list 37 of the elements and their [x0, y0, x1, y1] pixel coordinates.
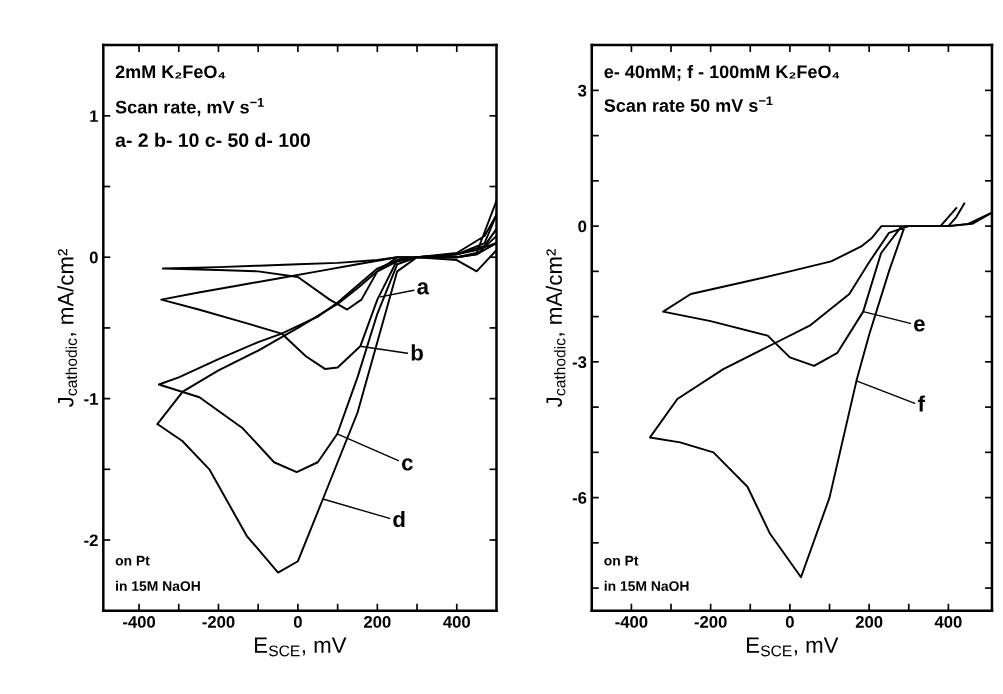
- x-axis-title: E$_{SCE}$, mV: [747, 637, 839, 657]
- annotation: in 15M NaOH: [604, 580, 689, 592]
- x-tick-label: 0: [293, 616, 302, 628]
- annotation: f: [917, 395, 926, 412]
- x-tick-label: -400: [615, 616, 648, 628]
- y-axis-title: J$_{cathodic}$, mA/cm²: [57, 249, 78, 408]
- annotation: Scan rate, mV s$^{−1}$: [115, 97, 264, 117]
- annotation: Scan rate 50 mV s$^{−1}$: [604, 96, 773, 112]
- y-tick-label: -1: [84, 393, 98, 405]
- annotation: a: [417, 282, 430, 295]
- annotation: c: [401, 458, 413, 471]
- y-tick-label: 3: [578, 84, 587, 97]
- annotation: 2mM K₂FeO₄: [115, 65, 226, 79]
- x-tick-label: -400: [123, 616, 156, 628]
- annotation: on Pt: [604, 555, 639, 566]
- annotation: d: [393, 510, 405, 528]
- annotation: a- 2 b- 10 c- 50 d- 100: [115, 132, 310, 148]
- annotation: b: [411, 344, 423, 361]
- annotation: in 15M NaOH: [116, 580, 200, 592]
- y-axis-title: J$_{cathodic}$, mA/cm²: [545, 249, 566, 408]
- x-tick-label: 0: [785, 616, 794, 628]
- y-tick-label: 0: [89, 251, 98, 264]
- y-tick-label: -6: [572, 492, 587, 504]
- annotation: e: [914, 319, 925, 332]
- annotation: on Pt: [115, 555, 150, 566]
- x-axis-title: E$_{SCE}$, mV: [255, 637, 347, 657]
- y-tick-label: -3: [572, 356, 587, 369]
- y-tick-label: 1: [90, 110, 98, 122]
- x-tick-label: 400: [443, 616, 470, 628]
- y-tick-label: -2: [84, 534, 98, 547]
- x-tick-label: 200: [364, 616, 391, 628]
- annotation: e- 40mM; f - 100mM K₂FeO₄: [604, 64, 840, 81]
- x-tick-label: -200: [202, 616, 235, 628]
- x-tick-label: 200: [855, 616, 883, 628]
- x-tick-label: -200: [694, 616, 727, 628]
- x-tick-label: 400: [934, 616, 962, 628]
- y-tick-label: 0: [578, 220, 587, 233]
